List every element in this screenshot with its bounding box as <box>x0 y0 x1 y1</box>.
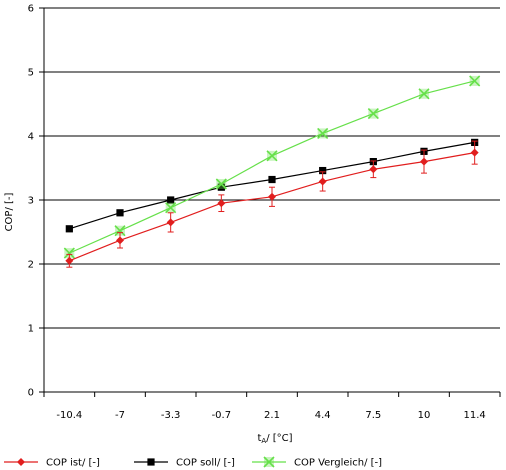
data-point-square <box>268 175 276 184</box>
legend-item: COP Vergleich/ [-] <box>252 456 382 469</box>
data-point-diamond <box>318 177 327 186</box>
data-point-x <box>165 202 177 214</box>
data-point-diamond <box>217 199 226 208</box>
x-axis-label: tA/ [°C] <box>257 433 292 445</box>
data-point-x <box>469 75 481 87</box>
x-tick-label: 4.4 <box>315 410 331 421</box>
x-axis-label-tail: / [°C] <box>266 433 292 444</box>
x-tick-label: -3.3 <box>161 410 181 421</box>
x-tick-label: -10.4 <box>56 410 82 421</box>
data-point-diamond <box>116 236 124 245</box>
data-point-square <box>319 166 327 175</box>
series-line <box>69 80 475 254</box>
data-point-x <box>367 108 379 120</box>
data-point-x <box>317 127 329 140</box>
data-point-square <box>147 458 155 466</box>
series-layer <box>63 75 481 268</box>
y-tick-labels: 0 1 2 3 4 5 6 <box>28 4 34 399</box>
x-tick-label: 10 <box>418 410 431 421</box>
data-point-x <box>263 456 275 468</box>
data-point-square <box>65 225 73 233</box>
legend: COP ist/ [-] COP soll/ [-] COP Vergleich/ … <box>4 456 382 469</box>
data-point-diamond <box>65 256 74 265</box>
legend-item: COP ist/ [-] <box>4 458 100 469</box>
legend-label: COP ist/ [-] <box>46 458 100 469</box>
series-0 <box>65 140 479 268</box>
y-tick-label: 0 <box>28 388 34 399</box>
legend-item: COP soll/ [-] <box>134 458 235 469</box>
data-point-square <box>116 209 124 217</box>
x-axis-label-main: t <box>257 433 261 444</box>
x-tick-label: 7.5 <box>365 410 381 421</box>
y-tick-label: 1 <box>28 324 34 335</box>
legend-label: COP soll/ [-] <box>176 458 235 469</box>
x-tick-label: 11.4 <box>464 410 486 421</box>
x-tick-label: 2.1 <box>264 410 280 421</box>
data-point-square <box>167 196 175 204</box>
y-tick-label: 5 <box>28 68 34 79</box>
data-point-diamond <box>17 458 25 466</box>
x-tick-labels: -10.4 -7 -3.3 -0.7 2.1 4.4 7.5 10 11.4 <box>56 410 485 421</box>
data-point-diamond <box>369 165 378 174</box>
y-tick-label: 3 <box>28 196 34 207</box>
grid-lines <box>44 7 500 393</box>
series-2 <box>63 75 481 259</box>
data-point-diamond <box>166 218 175 227</box>
data-point-diamond <box>268 192 276 201</box>
legend-label: COP Vergleich/ [-] <box>294 458 382 469</box>
data-point-x <box>63 247 75 259</box>
y-tick-label: 2 <box>28 260 34 271</box>
axes <box>39 7 501 397</box>
y-axis-label: COP/ [-] <box>4 192 15 231</box>
x-tick-label: -7 <box>115 410 125 421</box>
data-point-diamond <box>420 157 428 166</box>
data-point-x <box>266 150 278 162</box>
x-tick-label: -0.7 <box>212 410 232 421</box>
data-point-square <box>217 183 225 191</box>
data-point-diamond <box>470 148 479 157</box>
y-tick-label: 4 <box>28 132 34 143</box>
data-point-x <box>215 178 227 190</box>
data-point-x <box>114 225 126 237</box>
x-axis-label-sub: A <box>261 437 266 445</box>
data-point-x <box>418 88 430 100</box>
y-tick-label: 6 <box>28 4 34 15</box>
